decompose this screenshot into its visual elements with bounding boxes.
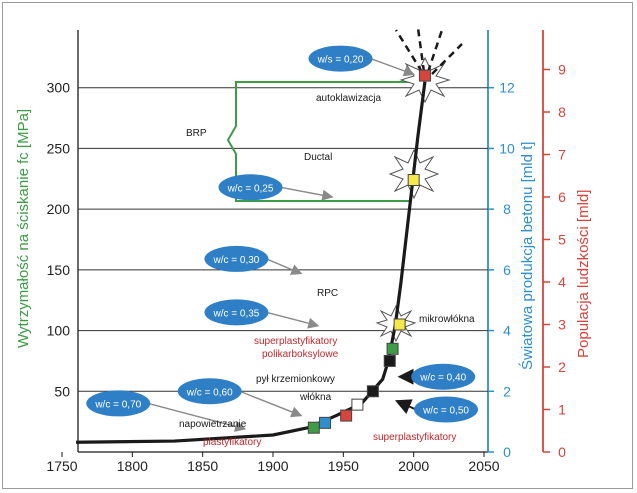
milestone-marker-9: [418, 69, 431, 82]
strength-tick-50: 50: [54, 383, 70, 399]
strength-tick-300: 300: [47, 80, 71, 96]
x-tick-1750: 1750: [46, 458, 77, 474]
ratio-bubble-text-6: w/c = 0,25: [227, 183, 274, 194]
figure-frame: [2, 2, 633, 489]
population-tick-labels: 0 1 2 3 4 5 6 7 8 9: [543, 62, 566, 460]
label-rpc: RPC: [317, 288, 338, 299]
milestone-marker-7: [393, 318, 406, 331]
annotation-arrows: [148, 57, 417, 432]
strength-axis-title: Wytrzymałość na ściskanie fc [MPa]: [15, 109, 32, 348]
ratio-bubble-text-1: w/c = 0,60: [186, 387, 233, 398]
production-tick-6: 6: [503, 262, 511, 278]
label-wlokna: włókna: [299, 392, 332, 403]
production-tick-12: 12: [499, 80, 515, 96]
x-tick-2050: 2050: [468, 458, 499, 474]
ratio-bubbles: w/c = 0,70 w/c = 0,60 w/c = 0,50 w/c = 0,40…: [86, 45, 479, 423]
x-tick-2000: 2000: [398, 458, 429, 474]
ratio-bubble-1: [177, 378, 242, 405]
ratio-bubble-0: [86, 390, 151, 417]
strength-tick-200: 200: [47, 201, 71, 217]
strength-tick-150: 150: [47, 262, 71, 278]
milestone-marker-2: [340, 409, 353, 422]
strength-tick-100: 100: [47, 323, 71, 339]
ratio-bubble-text-7: w/s = 0,20: [317, 55, 364, 66]
ratio-bubble-5: [204, 245, 269, 272]
strength-tick-labels: 50 100 150 200 250 300: [47, 80, 71, 400]
milestone-marker-0: [307, 421, 320, 434]
milestone-marker-6: [386, 342, 399, 355]
population-tick-0: 0: [558, 444, 566, 460]
production-tick-8: 8: [503, 201, 511, 217]
ratio-bubble-text-5: w/c = 0,30: [212, 255, 259, 266]
ratio-bubble-6: [218, 174, 283, 201]
x-tick-1950: 1950: [328, 458, 359, 474]
brp-label: BRP: [186, 128, 207, 139]
population-tick-4: 4: [558, 274, 566, 290]
strength-tick-250: 250: [47, 140, 71, 156]
label-mikrowlokna: mikrowłókna: [419, 314, 475, 325]
population-tick-3: 3: [558, 317, 566, 333]
production-tick-2: 2: [503, 383, 511, 399]
population-tick-2: 2: [558, 359, 566, 375]
label-pyl-krzemionkowy: pył krzemionkowy: [256, 374, 335, 385]
ratio-arrow-4: [266, 311, 320, 329]
population-tick-5: 5: [558, 232, 566, 248]
label-superplastyfikatory-poly-1: superplastyfikatory: [254, 336, 337, 347]
production-tick-4: 4: [503, 323, 511, 339]
population-axis-title: Populacja ludzkości [mld]: [575, 190, 592, 358]
milestone-marker-3: [351, 398, 364, 411]
population-tick-9: 9: [558, 62, 566, 78]
x-tick-1800: 1800: [117, 458, 148, 474]
population-tick-8: 8: [558, 104, 566, 120]
series-line-0: [76, 81, 427, 444]
ratio-bubble-7: [308, 45, 373, 72]
ratio-bubble-2: [414, 396, 479, 423]
milestone-markers: [307, 69, 431, 434]
ratio-arrow-7: [370, 57, 415, 77]
label-superplastyfikatory-low: superplastyfikatory: [373, 432, 456, 443]
ratio-arrow-1: [239, 390, 303, 418]
population-tick-6: 6: [558, 189, 566, 205]
production-axis-title: Światowa produkcja betonu [mld t]: [518, 142, 536, 370]
population-tick-7: 7: [558, 147, 566, 163]
label-plastyfikatory: plastyfikatory: [203, 437, 261, 448]
milestone-marker-8: [407, 174, 420, 186]
brp-bracket: BRP: [186, 81, 410, 202]
milestone-marker-5: [383, 354, 396, 367]
label-autoklawizacja: autoklawizacja: [316, 93, 381, 104]
ratio-bubble-4: [204, 299, 269, 326]
production-tick-0: 0: [503, 444, 511, 460]
ratio-arrow-6: [280, 186, 334, 201]
label-ductal: Ductal: [304, 152, 332, 163]
ratio-arrow-5: [266, 258, 303, 275]
milestone-marker-4: [366, 385, 379, 398]
ratio-bubble-text-3: w/c = 0,40: [419, 373, 466, 384]
label-napowietrzanie: napowietrzanie: [179, 419, 247, 430]
x-tick-1850: 1850: [187, 458, 218, 474]
x-tick-1900: 1900: [257, 458, 288, 474]
production-tick-10: 10: [499, 140, 515, 156]
population-tick-1: 1: [558, 402, 566, 418]
ratio-arrow-2: [394, 399, 417, 414]
label-superplastyfikatory-poly-2: polikarboksylowe: [262, 349, 339, 360]
ratio-bubble-text-2: w/c = 0,50: [422, 406, 469, 417]
future-dashed-lines: [394, 27, 463, 75]
series-layer: [76, 81, 427, 444]
ratio-bubble-3: [411, 363, 476, 390]
ratio-arrow-0: [148, 402, 247, 432]
ratio-bubble-text-4: w/c = 0,35: [212, 308, 259, 319]
x-tick-labels: 1750 1800 1850 1900 1950 2000 2050: [46, 452, 500, 474]
ratio-bubble-text-0: w/c = 0,70: [94, 399, 141, 410]
production-tick-labels: 0 2 4 6 8 10 12: [488, 80, 515, 460]
milestone-marker-1: [319, 416, 332, 429]
